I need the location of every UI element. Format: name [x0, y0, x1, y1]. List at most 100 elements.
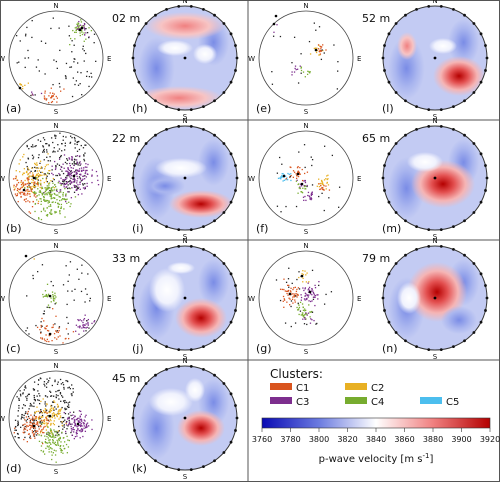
scatter-point [85, 144, 87, 146]
scatter-point [43, 181, 45, 184]
scatter-point [313, 294, 316, 296]
scatter-point [32, 172, 34, 174]
scatter-point [50, 97, 52, 99]
scatter-point [65, 170, 67, 172]
scatter-point [297, 192, 299, 194]
scatter-point [69, 180, 71, 182]
scatter-point [79, 32, 81, 34]
scatter-point [281, 288, 284, 291]
scatter-point [83, 26, 85, 28]
scatter-point [31, 188, 33, 190]
scatter-point [314, 296, 316, 299]
scatter-point [63, 208, 65, 210]
scatter-point [40, 200, 42, 203]
scatter-point [34, 427, 37, 429]
compass-w: W [0, 295, 5, 303]
scatter-point [58, 434, 60, 436]
scatter-point [38, 425, 40, 428]
scatter-point [297, 287, 300, 289]
scatter-point [53, 178, 55, 181]
scatter-point [59, 409, 62, 411]
scatter-point [50, 211, 52, 213]
scatter-point [31, 422, 34, 424]
scatter-point [25, 161, 27, 164]
scatter-point [54, 380, 56, 383]
scatter-point [35, 419, 37, 422]
depth-label-f: 65 m [362, 132, 390, 145]
scatter-point [71, 418, 74, 420]
scatter-point [299, 166, 301, 169]
scatter-point [68, 187, 70, 189]
scatter-point [81, 169, 83, 172]
scatter-point [60, 420, 62, 423]
scatter-point [39, 198, 41, 200]
scatter-point [43, 139, 46, 141]
scatter-point [47, 202, 49, 204]
scatter-point [85, 425, 88, 427]
scatter-point [306, 185, 308, 188]
scatter-point [311, 184, 314, 186]
scatter-point [290, 300, 293, 302]
scatter-point [83, 158, 85, 161]
scatter-point [61, 431, 63, 434]
scatter-point [75, 431, 77, 434]
scatter-point [276, 172, 279, 174]
scatter-point [58, 418, 60, 420]
center-point [183, 296, 187, 300]
scatter-point [322, 49, 324, 52]
scatter-point [306, 294, 309, 297]
scatter-point [39, 191, 42, 194]
scatter-point [293, 296, 296, 298]
compass-w: W [0, 55, 5, 63]
scatter-point [43, 320, 45, 322]
station-marker [213, 253, 216, 257]
scatter-point [48, 182, 51, 184]
station-marker [229, 152, 233, 156]
scatter-point [27, 410, 29, 413]
scatter-point [67, 280, 69, 282]
pink-velocity-zone [145, 12, 225, 40]
scatter-point [321, 187, 323, 189]
scatter-point [60, 449, 62, 452]
station-marker [154, 373, 157, 377]
scatter-point [52, 415, 54, 417]
scatter-point [78, 170, 81, 172]
scatter-point [79, 419, 81, 421]
scatter-point [72, 181, 75, 183]
scatter-point [60, 166, 62, 168]
scatter-point [323, 209, 325, 212]
scatter-point [15, 34, 18, 37]
scatter-point [13, 184, 15, 186]
white-velocity-zone [193, 44, 217, 64]
scatter-point [45, 294, 48, 297]
station-marker [381, 56, 385, 60]
scatter-point [70, 66, 73, 68]
scatter-point [63, 386, 65, 389]
scatter-point [289, 175, 291, 178]
scatter-point [43, 310, 46, 312]
scatter-point [78, 319, 80, 322]
scatter-point [314, 295, 317, 297]
scatter-point [55, 189, 58, 191]
scatter-point [23, 428, 26, 430]
scatter-point [17, 200, 19, 203]
scatter-point [281, 173, 283, 175]
scatter-point [304, 270, 306, 272]
scatter-point [319, 188, 321, 191]
scatter-point [74, 425, 76, 427]
scatter-point [66, 159, 69, 161]
scatter-point [317, 294, 319, 296]
stereonet-circle [258, 130, 354, 226]
scatter-point [282, 295, 285, 298]
scatter-point [303, 185, 305, 187]
scatter-point [28, 433, 31, 435]
scatter-point [86, 422, 89, 424]
scatter-point [84, 416, 86, 418]
scatter-point [53, 415, 55, 417]
scatter-point [52, 407, 54, 409]
scatter-point [61, 424, 63, 427]
scatter-point [300, 72, 302, 74]
scatter-point [304, 287, 307, 289]
scatter-point [19, 188, 21, 191]
